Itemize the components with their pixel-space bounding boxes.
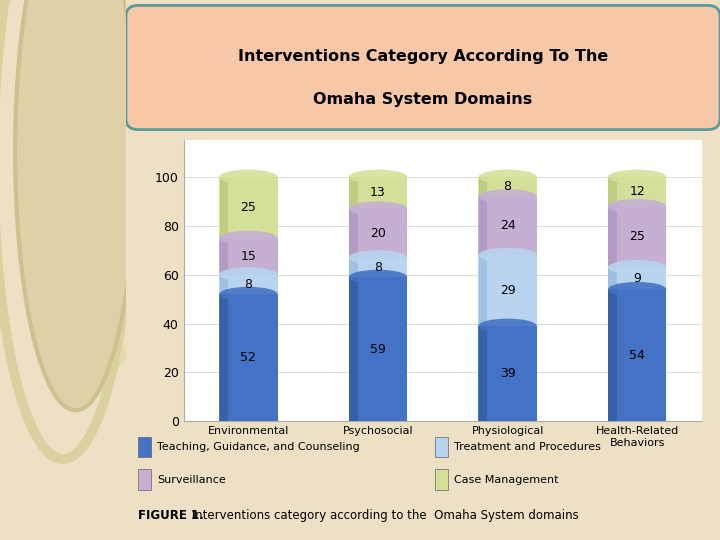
Ellipse shape <box>348 416 408 426</box>
Bar <box>608 206 617 267</box>
Ellipse shape <box>608 282 666 296</box>
Bar <box>349 209 358 258</box>
Ellipse shape <box>478 248 537 262</box>
FancyBboxPatch shape <box>138 469 151 490</box>
Ellipse shape <box>478 170 537 184</box>
Bar <box>608 289 667 421</box>
Bar <box>219 238 278 275</box>
Ellipse shape <box>608 199 666 214</box>
Text: 24: 24 <box>500 219 516 232</box>
Bar <box>608 177 667 206</box>
Bar <box>349 177 358 209</box>
Text: 8: 8 <box>244 278 253 291</box>
Text: 8: 8 <box>374 261 382 274</box>
Bar <box>608 177 617 206</box>
Bar <box>220 238 228 275</box>
Ellipse shape <box>219 170 278 184</box>
Text: Treatment and Procedures: Treatment and Procedures <box>454 442 600 452</box>
Ellipse shape <box>348 201 408 216</box>
Text: 25: 25 <box>629 231 645 244</box>
Text: 12: 12 <box>629 185 645 198</box>
FancyBboxPatch shape <box>138 437 151 457</box>
Bar <box>220 177 228 238</box>
Bar <box>220 294 228 421</box>
Bar <box>220 275 228 294</box>
Text: 54: 54 <box>629 349 645 362</box>
Text: 15: 15 <box>240 250 256 263</box>
FancyBboxPatch shape <box>126 5 720 130</box>
Text: 9: 9 <box>634 272 641 285</box>
Bar <box>348 258 408 277</box>
Text: 29: 29 <box>500 284 516 297</box>
Ellipse shape <box>219 267 278 282</box>
Circle shape <box>15 0 136 410</box>
Text: 59: 59 <box>370 343 386 356</box>
Text: FIGURE 1.: FIGURE 1. <box>138 509 204 522</box>
Ellipse shape <box>478 189 537 204</box>
Ellipse shape <box>608 260 666 275</box>
Ellipse shape <box>219 231 278 246</box>
Bar <box>479 177 487 197</box>
Text: Case Management: Case Management <box>454 475 559 484</box>
Bar <box>479 326 487 421</box>
Text: 20: 20 <box>370 227 386 240</box>
Bar <box>348 209 408 258</box>
Bar <box>349 258 358 277</box>
Ellipse shape <box>478 319 537 333</box>
Bar <box>349 277 358 421</box>
Bar <box>348 277 408 421</box>
Bar <box>348 177 408 209</box>
Text: Interventions Category According To The: Interventions Category According To The <box>238 49 608 64</box>
Bar <box>219 275 278 294</box>
Text: Interventions category according to the  Omaha System domains: Interventions category according to the … <box>189 509 579 522</box>
Bar <box>479 197 487 255</box>
Bar <box>608 267 667 289</box>
Text: 25: 25 <box>240 201 256 214</box>
Ellipse shape <box>219 416 278 426</box>
Text: Teaching, Guidance, and Counseling: Teaching, Guidance, and Counseling <box>157 442 359 452</box>
Bar <box>478 326 537 421</box>
Text: 39: 39 <box>500 367 516 380</box>
Bar <box>219 294 278 421</box>
Text: Surveillance: Surveillance <box>157 475 225 484</box>
Bar <box>219 177 278 238</box>
FancyBboxPatch shape <box>435 469 448 490</box>
Ellipse shape <box>348 170 408 184</box>
Bar <box>608 206 667 267</box>
Bar <box>478 197 537 255</box>
Bar <box>608 289 617 421</box>
Text: 13: 13 <box>370 186 386 199</box>
Text: 8: 8 <box>503 180 512 193</box>
Circle shape <box>73 0 179 292</box>
Ellipse shape <box>348 270 408 285</box>
Text: Omaha System Domains: Omaha System Domains <box>313 92 533 107</box>
Bar <box>608 267 617 289</box>
Ellipse shape <box>478 416 537 426</box>
Ellipse shape <box>608 416 666 426</box>
Bar <box>479 255 487 326</box>
Ellipse shape <box>348 250 408 265</box>
Ellipse shape <box>219 287 278 302</box>
Ellipse shape <box>608 170 666 184</box>
Bar <box>478 177 537 197</box>
Bar <box>478 255 537 326</box>
FancyBboxPatch shape <box>435 437 448 457</box>
Text: 52: 52 <box>240 351 256 364</box>
